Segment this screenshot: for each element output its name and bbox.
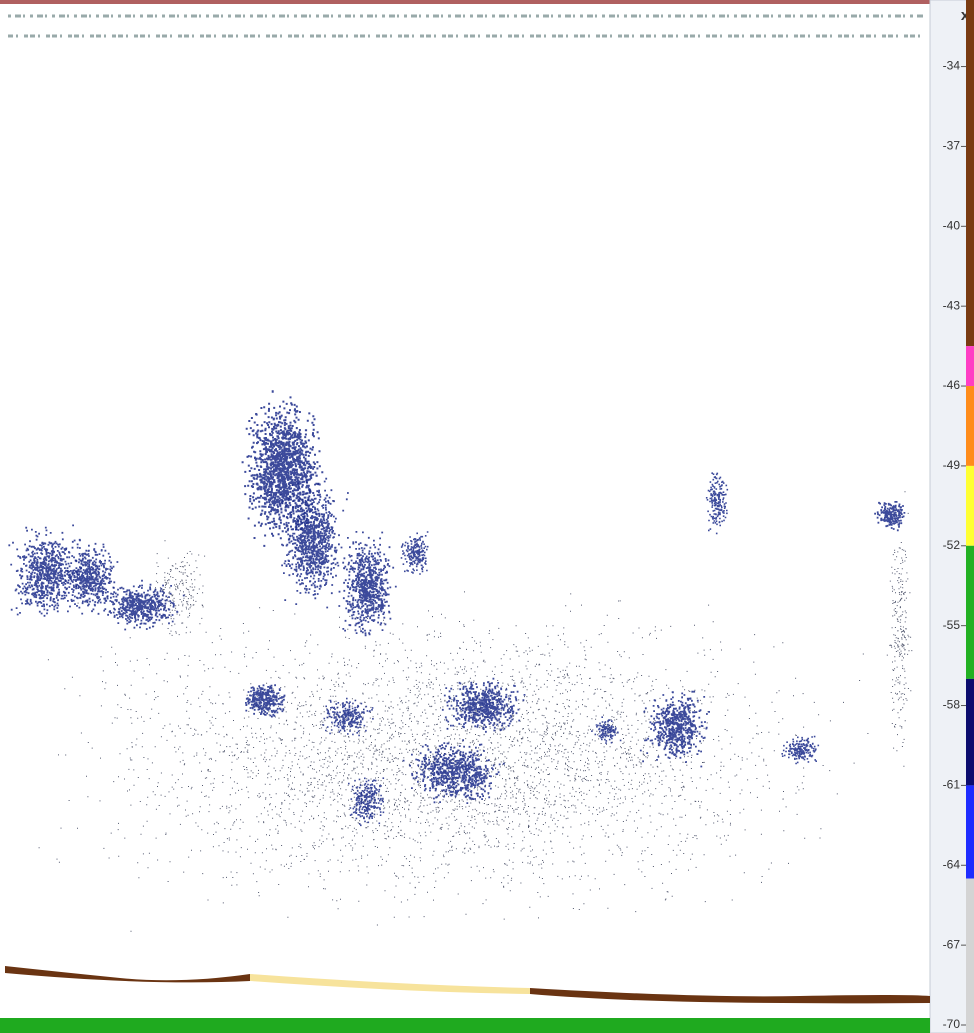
colorbar-tick-label: -37 [943, 139, 961, 153]
colorbar-segment [966, 466, 974, 546]
colorbar-tick-label: -34 [943, 59, 961, 73]
colorbar-tick-label: -70 [943, 1017, 961, 1031]
colorbar-segment [966, 879, 974, 1033]
colorbar-segment [966, 679, 974, 785]
header-bar [0, 0, 930, 4]
colorbar-tick-label: -58 [943, 698, 961, 712]
colorbar-segment [966, 386, 974, 466]
echogram-window: x -34-37-40-43-46-49-52-55-58-61-64-67-7… [0, 0, 974, 1033]
colorbar-segment [966, 785, 974, 878]
bottom-status-bar [0, 1018, 930, 1033]
colorbar-segment [966, 546, 974, 679]
colorbar-tick-label: -61 [943, 778, 961, 792]
echogram-area [0, 0, 930, 1033]
colorbar-tick-label: -55 [943, 618, 961, 632]
colorbar-tick-label: -67 [943, 937, 961, 951]
colorbar-tick-label: -40 [943, 218, 961, 232]
colorbar-tick-label: -43 [943, 298, 961, 312]
colorbar-tick-label: -52 [943, 538, 961, 552]
colorbar-segment [966, 0, 974, 346]
colorbar-segment [966, 346, 974, 386]
colorbar-tick-label: -49 [943, 458, 961, 472]
colorbar-tick-label: -64 [943, 857, 961, 871]
colorbar-tick-label: -46 [943, 378, 961, 392]
